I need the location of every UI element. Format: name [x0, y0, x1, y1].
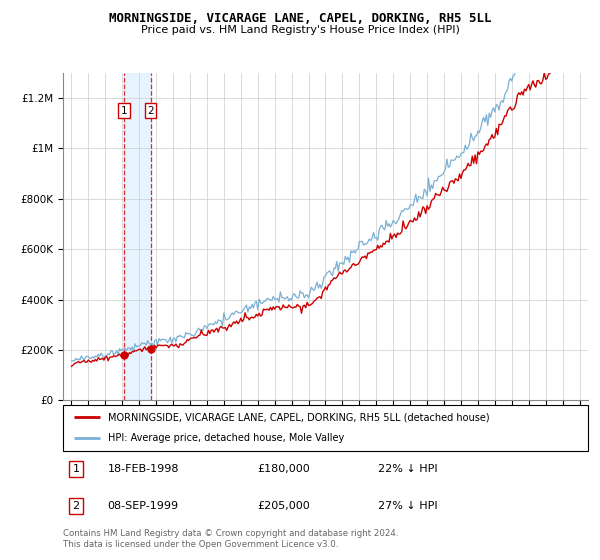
Text: 08-SEP-1999: 08-SEP-1999	[107, 501, 179, 511]
Text: £180,000: £180,000	[257, 464, 310, 474]
Text: £205,000: £205,000	[257, 501, 310, 511]
Text: Price paid vs. HM Land Registry's House Price Index (HPI): Price paid vs. HM Land Registry's House …	[140, 25, 460, 35]
Text: 18-FEB-1998: 18-FEB-1998	[107, 464, 179, 474]
Text: MORNINGSIDE, VICARAGE LANE, CAPEL, DORKING, RH5 5LL (detached house): MORNINGSIDE, VICARAGE LANE, CAPEL, DORKI…	[107, 412, 489, 422]
Bar	[124, 73, 151, 400]
Text: 2: 2	[73, 501, 80, 511]
Text: Contains HM Land Registry data © Crown copyright and database right 2024.
This d: Contains HM Land Registry data © Crown c…	[63, 529, 398, 549]
FancyBboxPatch shape	[63, 405, 588, 451]
Text: 2: 2	[147, 106, 154, 115]
Text: 1: 1	[121, 106, 128, 115]
Text: 22% ↓ HPI: 22% ↓ HPI	[378, 464, 437, 474]
Text: 1: 1	[73, 464, 80, 474]
Text: HPI: Average price, detached house, Mole Valley: HPI: Average price, detached house, Mole…	[107, 433, 344, 444]
Text: 27% ↓ HPI: 27% ↓ HPI	[378, 501, 437, 511]
Text: MORNINGSIDE, VICARAGE LANE, CAPEL, DORKING, RH5 5LL: MORNINGSIDE, VICARAGE LANE, CAPEL, DORKI…	[109, 12, 491, 25]
